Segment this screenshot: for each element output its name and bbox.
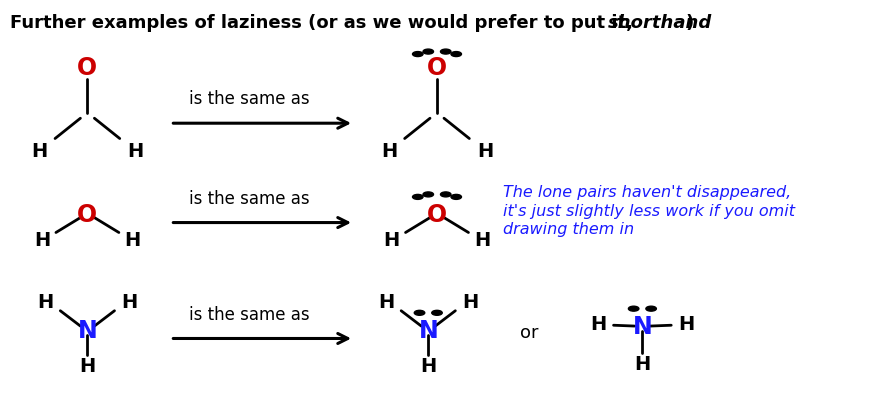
Text: ): ) [685, 14, 693, 32]
Text: H: H [381, 141, 397, 160]
Text: H: H [38, 292, 53, 311]
Text: H: H [384, 230, 399, 249]
Text: H: H [125, 230, 141, 249]
Text: is the same as: is the same as [189, 189, 309, 207]
Circle shape [440, 192, 451, 197]
Circle shape [451, 52, 461, 57]
Circle shape [646, 306, 656, 311]
Text: H: H [477, 141, 493, 160]
Circle shape [628, 306, 639, 311]
Text: O: O [77, 56, 98, 80]
Text: H: H [80, 356, 95, 375]
Circle shape [451, 195, 461, 200]
Text: or: or [519, 323, 538, 342]
Circle shape [423, 50, 434, 55]
Circle shape [413, 52, 423, 57]
Text: H: H [34, 230, 50, 249]
Text: is the same as: is the same as [189, 90, 309, 108]
Circle shape [414, 311, 425, 316]
Circle shape [423, 192, 434, 197]
Text: drawing them in: drawing them in [503, 222, 634, 237]
Text: H: H [121, 292, 137, 311]
Text: H: H [475, 230, 490, 249]
Text: H: H [128, 141, 143, 160]
Text: shorthand: shorthand [607, 14, 711, 32]
Text: N: N [78, 318, 97, 342]
Text: O: O [77, 203, 98, 227]
Text: H: H [420, 356, 436, 375]
Text: O: O [427, 56, 447, 80]
Text: it's just slightly less work if you omit: it's just slightly less work if you omit [503, 203, 794, 218]
Circle shape [432, 311, 442, 316]
Text: N: N [419, 318, 438, 342]
Text: N: N [633, 314, 652, 338]
Circle shape [413, 195, 423, 200]
Circle shape [440, 50, 451, 55]
Text: is the same as: is the same as [189, 305, 309, 323]
Text: H: H [378, 292, 394, 311]
Text: H: H [591, 315, 607, 334]
Text: The lone pairs haven't disappeared,: The lone pairs haven't disappeared, [503, 185, 791, 199]
Text: H: H [678, 315, 694, 334]
Text: H: H [462, 292, 478, 311]
Text: O: O [427, 203, 447, 227]
Text: H: H [31, 141, 47, 160]
Text: H: H [635, 354, 650, 373]
Text: Further examples of laziness (or as we would prefer to put it,: Further examples of laziness (or as we w… [10, 14, 640, 32]
